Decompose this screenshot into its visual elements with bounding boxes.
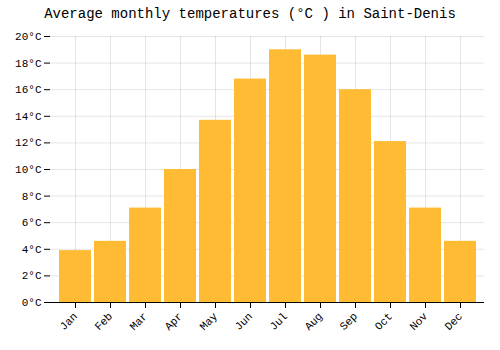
svg-text:Jun: Jun	[233, 310, 255, 332]
svg-text:Nov: Nov	[408, 310, 431, 333]
svg-text:20°C: 20°C	[15, 31, 42, 43]
svg-text:Jul: Jul	[268, 310, 290, 332]
svg-text:18°C: 18°C	[15, 58, 42, 70]
svg-text:Dec: Dec	[443, 310, 465, 332]
svg-text:8°C: 8°C	[22, 191, 42, 203]
svg-text:12°C: 12°C	[15, 137, 42, 149]
svg-text:2°C: 2°C	[22, 270, 42, 282]
svg-text:16°C: 16°C	[15, 84, 42, 96]
svg-text:14°C: 14°C	[15, 111, 42, 123]
svg-text:May: May	[198, 310, 221, 333]
svg-text:6°C: 6°C	[22, 217, 42, 229]
svg-text:Apr: Apr	[163, 310, 185, 332]
svg-text:0°C: 0°C	[22, 297, 42, 309]
svg-text:Oct: Oct	[373, 310, 395, 332]
svg-text:Aug: Aug	[303, 310, 325, 332]
svg-text:Mar: Mar	[128, 310, 150, 332]
html-text:Average monthly temperatures (: Average monthly temperatures (°C ) in Sa…	[44, 6, 456, 22]
svg-text:4°C: 4°C	[22, 244, 42, 256]
svg-text:10°C: 10°C	[15, 164, 42, 176]
svg-text:Feb: Feb	[93, 310, 115, 332]
svg-text:Jan: Jan	[58, 310, 80, 332]
svg-text:Sep: Sep	[338, 310, 360, 332]
